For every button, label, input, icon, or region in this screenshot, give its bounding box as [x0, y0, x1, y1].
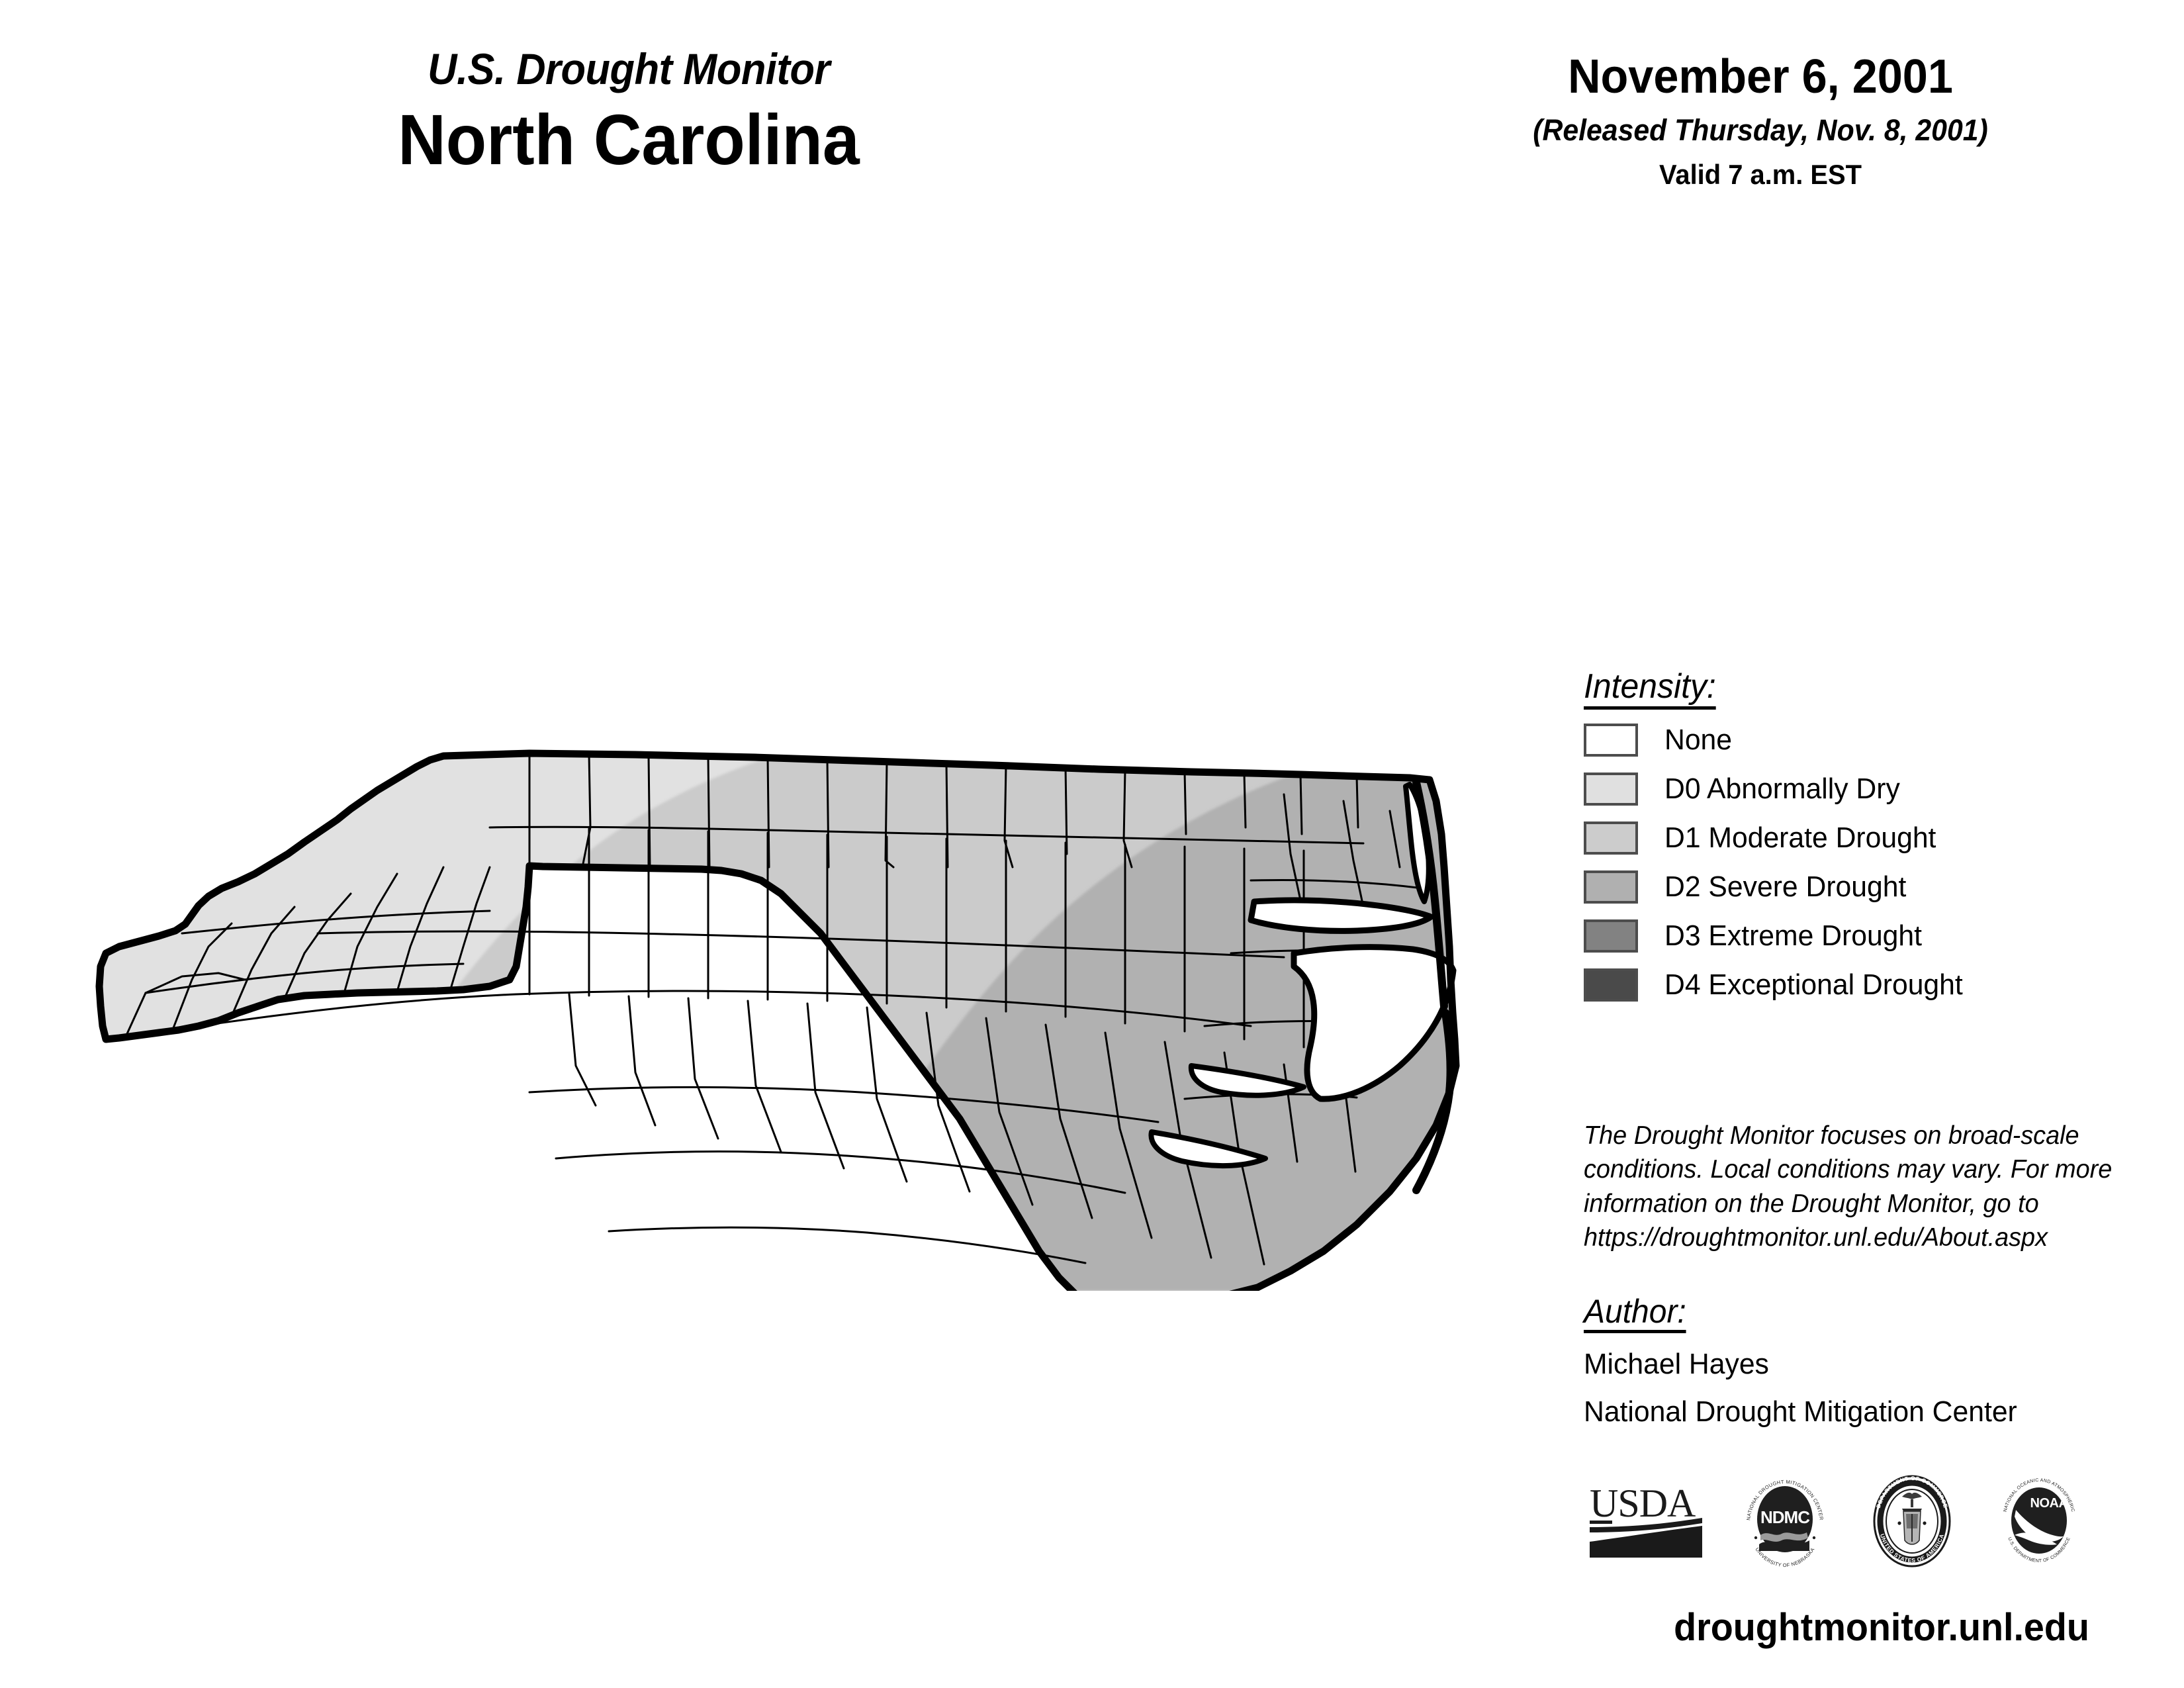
legend-swatch-none — [1584, 723, 1638, 757]
doc-logo: DEPARTMENT OF COMMERCE UNITED STATES OF … — [1862, 1472, 1962, 1574]
legend-label-none: None — [1664, 723, 1733, 756]
legend-item-d2[interactable]: D2 Severe Drought — [1584, 868, 2166, 906]
header-left-titles: U.S. Drought Monitor North Carolina — [218, 46, 1039, 180]
valid-date: November 6, 2001 — [1568, 50, 1953, 103]
release-date: (Released Thursday, Nov. 8, 2001) — [1533, 113, 1988, 147]
author-block: Author: Michael Hayes National Drought M… — [1584, 1294, 2179, 1429]
disclaimer-line-2: conditions. Local conditions may vary. F… — [1584, 1155, 2113, 1184]
ndmc-logo: NDMC NATIONAL DROUGHT MITIGATION CENTER … — [1735, 1472, 1835, 1574]
author-heading: Author: — [1584, 1294, 1686, 1333]
legend-swatch-d1 — [1584, 821, 1638, 855]
disclaimer-text: The Drought Monitor focuses on broad-sca… — [1584, 1119, 2184, 1255]
svg-text:USDA: USDA — [1590, 1481, 1696, 1525]
legend-swatch-d0 — [1584, 772, 1638, 806]
legend-label-d0: D0 Abnormally Dry — [1664, 772, 1900, 805]
legend-item-d4[interactable]: D4 Exceptional Drought — [1584, 966, 2166, 1004]
legend-label-d2: D2 Severe Drought — [1664, 870, 1907, 903]
author-name: Michael Hayes — [1584, 1347, 1769, 1380]
legend-swatch-d3 — [1584, 919, 1638, 953]
svg-text:NOAA: NOAA — [2030, 1496, 2068, 1511]
region-d2 — [801, 753, 1456, 1291]
legend-label-d4: D4 Exceptional Drought — [1664, 968, 1963, 1001]
legend-item-d3[interactable]: D3 Extreme Drought — [1584, 917, 2166, 955]
legend-swatch-d2 — [1584, 870, 1638, 904]
program-title: U.S. Drought Monitor — [428, 44, 830, 93]
map-svg — [95, 749, 1460, 1291]
svg-text:NDMC: NDMC — [1760, 1507, 1810, 1527]
legend-swatch-d4 — [1584, 968, 1638, 1002]
usda-logo: USDA — [1588, 1478, 1707, 1568]
valid-time: Valid 7 a.m. EST — [1659, 159, 1862, 191]
page-title: North Carolina — [398, 99, 860, 180]
legend-item-d0[interactable]: D0 Abnormally Dry — [1584, 771, 2166, 808]
legend: Intensity: None D0 Abnormally Dry D1 Mod… — [1584, 669, 2166, 1004]
header-right-dates: November 6, 2001 (Released Thursday, Nov… — [1443, 50, 2078, 191]
noaa-logo: NOAA NATIONAL OCEANIC AND ATMOSPHERIC U.… — [1989, 1472, 2089, 1574]
footer-url[interactable]: droughtmonitor.unl.edu — [1674, 1606, 2089, 1649]
legend-item-d1[interactable]: D1 Moderate Drought — [1584, 820, 2166, 857]
legend-title: Intensity: — [1584, 669, 1716, 710]
logo-row: USDA NDMC NATIONAL DROUGHT MITIGATION CE… — [1588, 1466, 2118, 1579]
legend-label-d1: D1 Moderate Drought — [1664, 821, 1936, 854]
drought-map — [66, 669, 1542, 1291]
legend-label-d3: D3 Extreme Drought — [1664, 919, 1923, 952]
state-outline — [95, 749, 1460, 1291]
disclaimer-url[interactable]: https://droughtmonitor.unl.edu/About.asp… — [1584, 1223, 2048, 1252]
author-organization: National Drought Mitigation Center — [1584, 1395, 2017, 1428]
water-bodies — [1148, 782, 1457, 1169]
legend-item-none[interactable]: None — [1584, 722, 2166, 759]
disclaimer-line-1: The Drought Monitor focuses on broad-sca… — [1584, 1121, 2079, 1150]
disclaimer-line-3: information on the Drought Monitor, go t… — [1584, 1189, 2039, 1218]
outer-banks — [1412, 778, 1455, 1194]
